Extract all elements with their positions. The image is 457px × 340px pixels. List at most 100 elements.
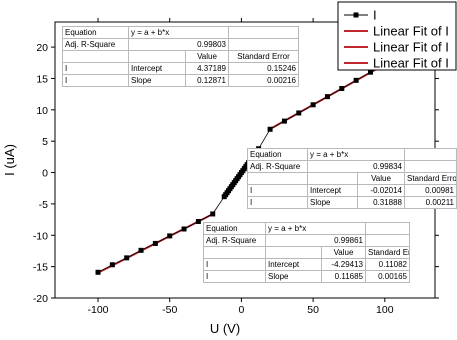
- y-tick-label: -15: [33, 262, 48, 274]
- empty-cell: [62, 50, 129, 63]
- value-cell: -4.29413: [321, 258, 366, 271]
- data-point: [324, 94, 330, 100]
- value-header: Value: [321, 246, 366, 259]
- parameter-cell: Intercept: [265, 258, 322, 271]
- fit-table-middle: Equation y = a + b*x Adj. R-Square 0.998…: [247, 148, 457, 209]
- error-cell: 0.11082: [365, 258, 410, 271]
- x-tick-label: -100: [88, 304, 109, 316]
- equation-row: Equation y = a + b*x: [62, 26, 299, 39]
- legend-label: Linear Fit of I: [373, 56, 449, 71]
- x-tick-label: 100: [376, 304, 394, 316]
- x-tick-label: 0: [238, 304, 244, 316]
- error-cell: 0.15246: [228, 62, 299, 75]
- x-axis-title: U (V): [210, 321, 240, 336]
- value-cell: -0.02014: [357, 184, 405, 197]
- data-point: [167, 233, 173, 239]
- error-header: Standard Error: [228, 50, 299, 63]
- y-tick-label: -10: [33, 230, 48, 242]
- data-point: [281, 118, 287, 124]
- empty-cell: [307, 172, 358, 185]
- value-cell: 0.31888: [357, 196, 405, 209]
- data-point: [124, 255, 130, 261]
- parameter-cell: Slope: [265, 270, 322, 283]
- empty-cell: [404, 148, 457, 161]
- value-header: Value: [185, 50, 229, 63]
- slope-row: I Slope 0.11685 0.00165: [203, 270, 410, 283]
- equation-row: Equation y = a + b*x: [247, 148, 457, 161]
- value-header: Value: [357, 172, 405, 185]
- value-cell: 4.37189: [185, 62, 229, 75]
- legend-marker: [353, 12, 359, 18]
- data-point: [109, 262, 115, 268]
- data-point: [210, 211, 216, 217]
- parameter-cell: Slope: [128, 74, 186, 87]
- error-header: Standard Error: [404, 172, 457, 185]
- data-point: [267, 126, 273, 132]
- y-tick-label: -20: [33, 293, 48, 305]
- data-point: [181, 226, 187, 232]
- data-point: [138, 247, 144, 253]
- data-point: [339, 85, 345, 91]
- r-square-label: Adj. R-Square: [247, 160, 308, 173]
- parameter-cell: Slope: [307, 196, 358, 209]
- r-square-value: 0.99834: [307, 160, 405, 173]
- equation-text: y = a + b*x: [265, 222, 366, 235]
- intercept-row: I Intercept -4.29413 0.11082: [203, 258, 410, 271]
- r-square-row: Adj. R-Square 0.99861: [203, 234, 410, 247]
- error-cell: 0.00981: [404, 184, 457, 197]
- fit-table-lower: Equation y = a + b*x Adj. R-Square 0.998…: [203, 222, 410, 283]
- y-tick-label: -5: [39, 199, 48, 211]
- equation-label: Equation: [247, 148, 308, 161]
- y-tick-label: 20: [36, 42, 48, 54]
- equation-label: Equation: [62, 26, 129, 39]
- y-tick-label: 10: [36, 105, 48, 117]
- empty-cell: [228, 38, 299, 51]
- empty-cell: [247, 172, 308, 185]
- data-point: [310, 102, 316, 108]
- equation-text: y = a + b*x: [307, 148, 405, 161]
- header-row: Value Standard Error: [203, 246, 410, 259]
- variable-cell: I: [62, 62, 129, 75]
- empty-cell: [228, 26, 299, 39]
- header-row: Value Standard Error: [62, 50, 299, 63]
- variable-cell: I: [247, 184, 308, 197]
- empty-cell: [365, 222, 410, 235]
- empty-cell: [265, 246, 322, 259]
- header-row: Value Standard Error: [247, 172, 457, 185]
- y-tick-label: 15: [36, 73, 48, 85]
- equation-row: Equation y = a + b*x: [203, 222, 410, 235]
- data-point: [367, 69, 373, 75]
- variable-cell: I: [203, 258, 266, 271]
- r-square-label: Adj. R-Square: [203, 234, 266, 247]
- slope-row: I Slope 0.31888 0.00211: [247, 196, 457, 209]
- data-point: [296, 110, 302, 116]
- legend-label: I: [373, 8, 377, 23]
- r-square-row: Adj. R-Square 0.99803: [62, 38, 299, 51]
- error-cell: 0.00216: [228, 74, 299, 87]
- equation-text: y = a + b*x: [128, 26, 229, 39]
- value-cell: 0.12871: [185, 74, 229, 87]
- empty-cell: [203, 246, 266, 259]
- legend-label: Linear Fit of I: [373, 24, 449, 39]
- r-square-label: Adj. R-Square: [62, 38, 129, 51]
- variable-cell: I: [62, 74, 129, 87]
- empty-cell: [128, 50, 186, 63]
- equation-label: Equation: [203, 222, 266, 235]
- y-tick-label: 5: [42, 136, 48, 148]
- r-square-value: 0.99861: [265, 234, 366, 247]
- parameter-cell: Intercept: [307, 184, 358, 197]
- data-point: [353, 77, 359, 83]
- slope-row: I Slope 0.12871 0.00216: [62, 74, 299, 87]
- data-point: [95, 269, 101, 275]
- x-tick-label: -50: [162, 304, 177, 316]
- variable-cell: I: [203, 270, 266, 283]
- data-point: [152, 240, 158, 246]
- r-square-row: Adj. R-Square 0.99834: [247, 160, 457, 173]
- error-cell: 0.00165: [365, 270, 410, 283]
- error-cell: 0.00211: [404, 196, 457, 209]
- empty-cell: [365, 234, 410, 247]
- intercept-row: I Intercept -0.02014 0.00981: [247, 184, 457, 197]
